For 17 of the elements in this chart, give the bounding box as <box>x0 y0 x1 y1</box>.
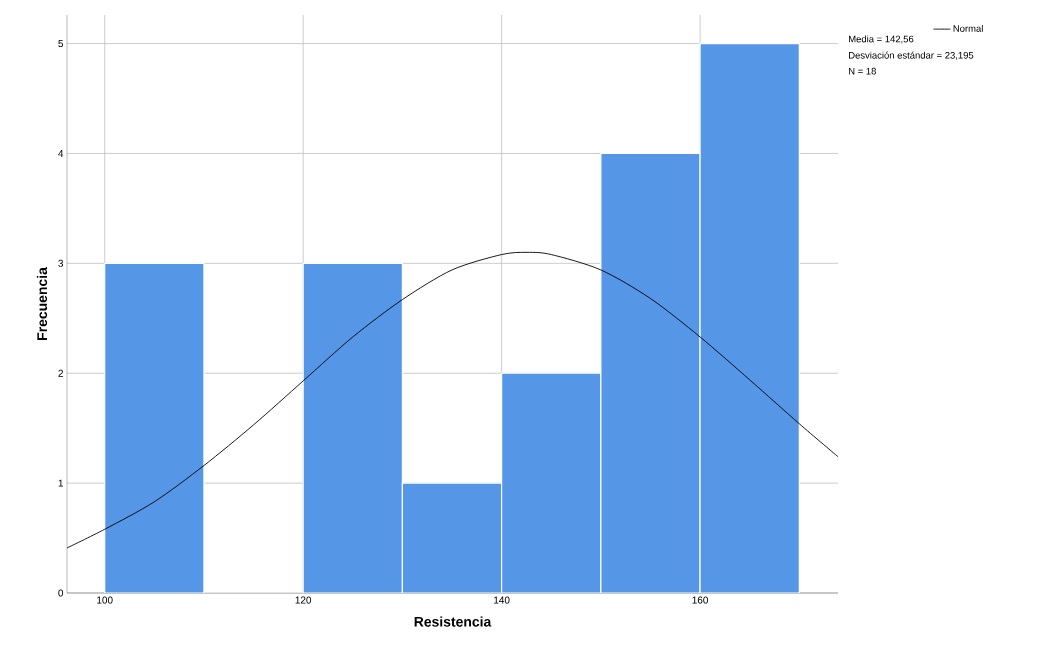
text: Media = 142,56 <box>849 35 914 44</box>
text: N = 18 <box>849 67 876 75</box>
legend-label: Normal <box>953 24 983 32</box>
x-tick-label: 140 <box>494 596 510 604</box>
y-tick-label: 4 <box>58 150 64 157</box>
y-tick-label: 1 <box>58 479 63 487</box>
y-axis-title: Frecuencia <box>36 267 48 340</box>
text: Desviación estándar = 23,195 <box>849 51 974 60</box>
y-tick-label: 2 <box>58 369 63 377</box>
x-tick-label: 100 <box>97 596 113 604</box>
x-axis-title: Resistencia <box>414 616 492 627</box>
y-tick-label: 5 <box>58 40 64 48</box>
x-tick-label: 120 <box>295 596 312 604</box>
x-tick-label: 160 <box>692 596 709 604</box>
line-series <box>67 251 839 549</box>
y-tick-label: 3 <box>58 259 64 267</box>
y-tick-label: 0 <box>58 589 64 597</box>
